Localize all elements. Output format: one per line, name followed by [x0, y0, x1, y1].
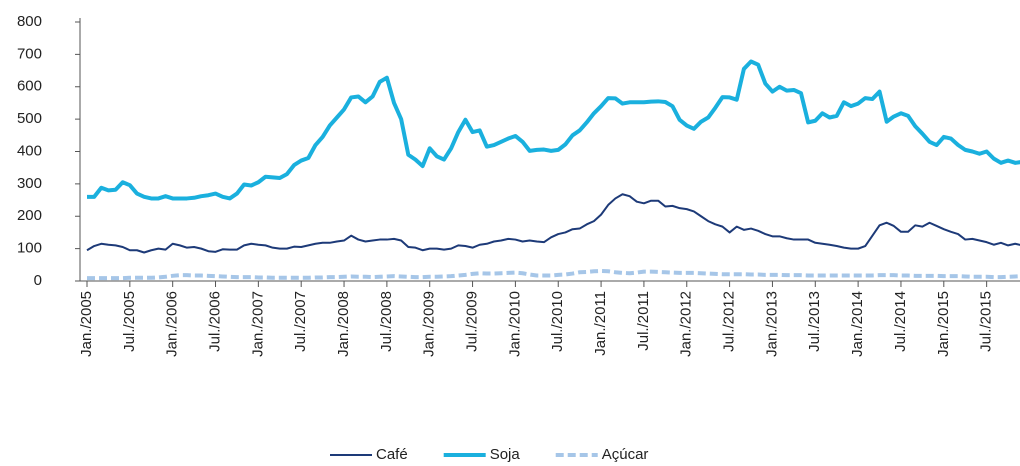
- y-tick-label: 0: [34, 272, 42, 289]
- y-tick-label: 600: [17, 78, 42, 95]
- x-tick-label: Jan./2007: [249, 291, 266, 357]
- x-tick-label: Jul./2006: [206, 291, 223, 352]
- x-tick-label: Jul./2014: [892, 291, 909, 352]
- x-tick-label: Jul./2012: [721, 291, 738, 352]
- x-tick-label: Jul./2007: [292, 291, 309, 352]
- x-tick-label: Jan./2013: [763, 291, 780, 357]
- x-tick-label: Jan./2008: [335, 291, 352, 357]
- x-tick-label: Jul./2005: [121, 291, 138, 352]
- x-tick-label: Jan./2014: [849, 291, 866, 357]
- x-tick-label: Jan./2005: [78, 291, 95, 357]
- series-line: [87, 59, 1020, 201]
- x-tick-label: Jan./2015: [935, 291, 952, 357]
- y-tick-label: 400: [17, 142, 42, 159]
- y-tick-label: 300: [17, 175, 42, 192]
- x-tick-label: Jan./2009: [421, 291, 438, 357]
- x-tick-label: Jan./2012: [678, 291, 695, 357]
- y-tick-label: 100: [17, 240, 42, 257]
- series-line: [87, 268, 1020, 281]
- x-tick-label: Jul./2010: [549, 291, 566, 352]
- legend-label: Café: [376, 446, 408, 463]
- legend-label: Soja: [490, 446, 521, 463]
- legend-label: Açúcar: [602, 446, 649, 463]
- x-tick-label: Jul./2015: [978, 291, 995, 352]
- x-tick-label: Jul./2008: [378, 291, 395, 352]
- y-tick-label: 800: [17, 13, 42, 30]
- y-tick-label: 500: [17, 110, 42, 127]
- x-tick-label: Jul./2011: [635, 291, 652, 351]
- y-tick-label: 200: [17, 207, 42, 224]
- x-tick-label: Jan./2006: [164, 291, 181, 357]
- x-tick-label: Jan./2010: [506, 291, 523, 357]
- x-tick-label: Jul./2013: [806, 291, 823, 352]
- y-tick-label: 700: [17, 45, 42, 62]
- series-line: [86, 193, 1020, 254]
- x-tick-label: Jul./2009: [464, 291, 481, 352]
- x-tick-label: Jan./2011: [592, 291, 609, 356]
